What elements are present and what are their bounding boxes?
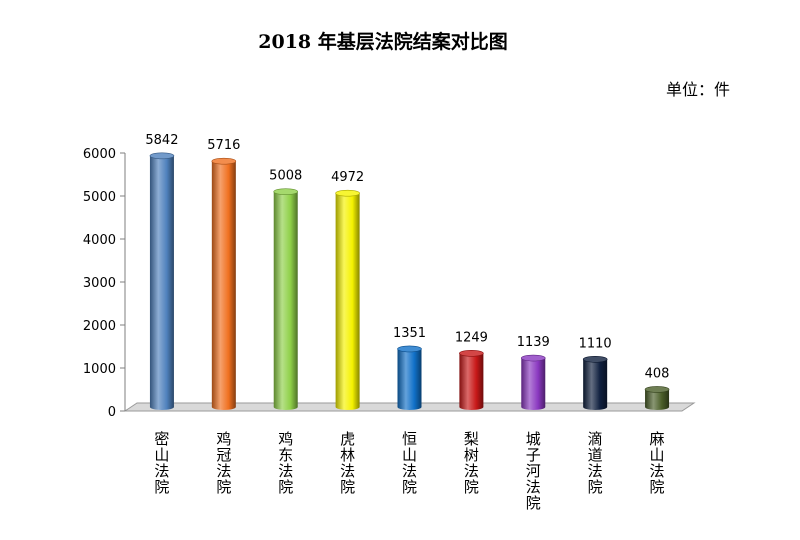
data-label: 5842	[145, 133, 178, 148]
bar-top	[335, 189, 360, 197]
x-tick-label: 密山法院	[154, 430, 169, 496]
data-label: 1249	[455, 330, 488, 345]
bar-top	[397, 345, 422, 353]
x-tick-label: 鸡东法院	[278, 430, 293, 496]
data-label: 5716	[207, 138, 240, 153]
label-layer: 5842 密山法院 5716 鸡冠法院 5008 鸡东法院 4972 虎林法院 1351 恒山法院…	[145, 133, 669, 512]
bar	[459, 353, 484, 410]
x-tick-label: 虎林法院	[340, 430, 355, 496]
y-tick-label: 5000	[83, 190, 116, 205]
unit-label: 单位：件	[666, 80, 730, 99]
bar-top	[149, 152, 175, 160]
bar	[521, 358, 546, 410]
data-label: 408	[645, 366, 670, 381]
chart-title: 2018 年基层法院结案对比图	[258, 30, 508, 53]
bar	[645, 389, 670, 410]
data-label: 1139	[517, 335, 550, 350]
y-tick-label: 0	[108, 405, 116, 420]
bar-layer	[149, 152, 670, 410]
bar	[211, 161, 236, 410]
y-tick-label: 3000	[83, 276, 116, 291]
bar-top	[211, 157, 237, 165]
data-label: 1110	[579, 336, 612, 351]
y-tick-label: 4000	[83, 233, 116, 248]
x-tick-label: 城子河法院	[526, 430, 541, 512]
bar	[335, 193, 360, 410]
data-label: 1351	[393, 326, 426, 341]
x-tick-label: 麻山法院	[650, 430, 665, 496]
bar	[583, 359, 608, 410]
bar	[149, 155, 174, 410]
y-tick-label: 1000	[83, 362, 116, 377]
x-tick-label: 滴道法院	[588, 430, 603, 496]
bar-top	[520, 354, 546, 362]
bar-top	[582, 355, 608, 363]
y-tick-label: 6000	[83, 147, 116, 162]
x-tick-label: 梨树法院	[464, 430, 479, 496]
bar-top	[644, 386, 670, 393]
bar	[273, 191, 298, 410]
bar-top	[459, 349, 484, 357]
x-tick-label: 鸡冠法院	[216, 430, 231, 496]
bar-top	[273, 188, 299, 195]
x-tick-label: 恒山法院	[402, 430, 417, 496]
data-label: 5008	[269, 169, 302, 184]
y-tick-label: 2000	[83, 319, 116, 334]
bar	[397, 348, 422, 410]
data-label: 4972	[331, 170, 364, 185]
